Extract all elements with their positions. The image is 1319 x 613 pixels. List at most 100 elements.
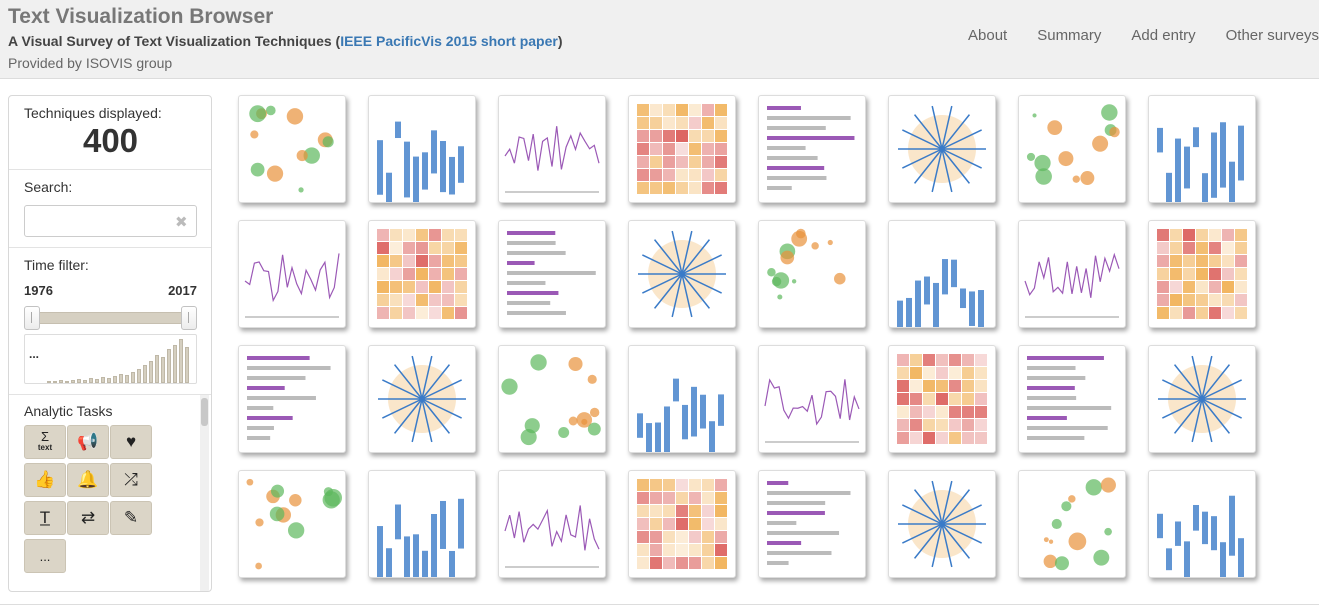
sigma-text-icon: Σ xyxy=(40,429,50,444)
thumbnail-image xyxy=(767,228,846,300)
histogram-bar xyxy=(149,361,153,383)
app-subtitle: A Visual Survey of Text Visualization Te… xyxy=(8,33,563,49)
subtitle-suffix: ) xyxy=(557,33,563,49)
time-filter-section: Time filter: 1976 2017 ... xyxy=(9,248,211,395)
technique-thumbnail[interactable] xyxy=(1148,470,1256,578)
technique-thumbnail[interactable] xyxy=(888,470,996,578)
histogram-bar xyxy=(83,380,87,383)
thumbnail-image xyxy=(1024,252,1120,318)
histogram-bar xyxy=(155,355,159,383)
technique-thumbnail[interactable] xyxy=(498,470,606,578)
app-title: Text Visualization Browser xyxy=(8,5,274,28)
clear-search-icon[interactable]: ✖ xyxy=(175,214,188,231)
technique-thumbnail[interactable] xyxy=(1018,345,1126,453)
technique-thumbnail[interactable] xyxy=(1148,345,1256,453)
thumbnail-image xyxy=(1043,477,1116,571)
technique-thumbnail[interactable] xyxy=(238,220,346,328)
technique-thumbnail[interactable] xyxy=(758,220,866,328)
technique-thumbnail[interactable] xyxy=(758,470,866,578)
task-button-heart[interactable]: ♥ xyxy=(110,425,152,459)
time-range-slider[interactable] xyxy=(24,306,197,330)
histogram-bar xyxy=(65,381,69,383)
thumbs-up-icon: 👍 xyxy=(34,470,56,489)
thumbnail-image xyxy=(1157,122,1244,202)
technique-thumbnail[interactable] xyxy=(1018,95,1126,203)
technique-thumbnail[interactable] xyxy=(238,470,346,578)
histogram-bar xyxy=(137,369,141,383)
thumbnail-image xyxy=(246,478,343,570)
thumbnail-image xyxy=(1158,355,1246,443)
paper-link[interactable]: IEEE PacificVis 2015 short paper xyxy=(340,33,558,49)
technique-thumbnail[interactable] xyxy=(1018,220,1126,328)
search-section: Search: xyxy=(9,170,211,248)
shuffle-icon: ⤮ xyxy=(124,470,138,489)
tasks-scrollbar[interactable] xyxy=(200,395,209,591)
edit-icon: ✎ xyxy=(123,508,139,527)
technique-thumbnail[interactable] xyxy=(628,345,736,453)
slider-track[interactable] xyxy=(26,312,195,324)
technique-thumbnail[interactable] xyxy=(888,220,996,328)
technique-thumbnail[interactable] xyxy=(1018,470,1126,578)
year-max: 2017 xyxy=(168,283,197,298)
technique-thumbnail[interactable] xyxy=(888,345,996,453)
technique-thumbnail[interactable] xyxy=(628,470,736,578)
nav-summary[interactable]: Summary xyxy=(1037,27,1102,44)
slider-handle-min[interactable] xyxy=(24,306,40,330)
technique-thumbnail[interactable] xyxy=(368,220,476,328)
bell-icon: 🔔 xyxy=(77,470,99,489)
task-button-shuffle[interactable]: ⤮ xyxy=(110,463,152,497)
slider-handle-max[interactable] xyxy=(181,306,197,330)
technique-thumbnail[interactable] xyxy=(368,95,476,203)
histogram-bar xyxy=(47,381,51,383)
technique-thumbnail[interactable] xyxy=(1148,220,1256,328)
technique-thumbnail[interactable] xyxy=(758,345,866,453)
nav-about[interactable]: About xyxy=(968,27,1008,44)
technique-thumbnail[interactable] xyxy=(238,95,346,203)
histogram-bar xyxy=(95,379,99,383)
thumbnail-image xyxy=(898,105,986,193)
more-icon: ... xyxy=(39,548,51,564)
task-button-retweet[interactable]: ⇄ xyxy=(67,501,109,535)
thumbnail-image xyxy=(767,106,855,190)
histogram-bar xyxy=(143,365,147,383)
technique-thumbnail[interactable] xyxy=(758,95,866,203)
thumbnail-image xyxy=(638,230,726,318)
retweet-icon: ⇄ xyxy=(80,508,96,527)
technique-thumbnail[interactable] xyxy=(628,95,736,203)
task-button-bell[interactable]: 🔔 xyxy=(67,463,109,497)
histogram-bar xyxy=(77,379,81,383)
task-button-thumbs-up[interactable]: 👍 xyxy=(24,463,66,497)
thumbnail-image xyxy=(1157,229,1247,319)
task-button-more[interactable]: ... xyxy=(24,539,66,573)
technique-thumbnail[interactable] xyxy=(498,95,606,203)
technique-thumbnail[interactable] xyxy=(368,470,476,578)
analytic-tasks-label: Analytic Tasks xyxy=(24,403,113,419)
year-range: 1976 2017 xyxy=(24,283,197,298)
technique-thumbnail[interactable] xyxy=(1148,95,1256,203)
histogram-bar xyxy=(107,378,111,383)
search-input[interactable] xyxy=(24,205,197,237)
nav-add-entry[interactable]: Add entry xyxy=(1131,27,1196,44)
histogram-bar xyxy=(173,345,177,383)
thumbnail-image xyxy=(637,479,727,569)
technique-thumbnail[interactable] xyxy=(498,220,606,328)
technique-thumbnail[interactable] xyxy=(368,345,476,453)
tasks-scroll-thumb[interactable] xyxy=(201,398,208,426)
technique-thumbnail[interactable] xyxy=(238,345,346,453)
year-histogram: ... xyxy=(24,334,197,384)
technique-thumbnail[interactable] xyxy=(498,345,606,453)
task-button-megaphone[interactable]: 📢 xyxy=(67,425,109,459)
technique-thumbnail[interactable] xyxy=(628,220,736,328)
thumbnail-image xyxy=(501,354,601,446)
task-button-text-format[interactable]: T̲ xyxy=(24,501,66,535)
technique-thumbnail[interactable] xyxy=(888,95,996,203)
task-button-edit[interactable]: ✎ xyxy=(110,501,152,535)
nav-other-surveys[interactable]: Other surveys xyxy=(1225,27,1319,44)
filter-sidebar: Techniques displayed: 400 Search: Time f… xyxy=(8,95,212,592)
histogram-bar xyxy=(185,347,189,383)
thumbnail-image xyxy=(244,253,340,318)
histogram-bar xyxy=(131,372,135,383)
thumbnail-image xyxy=(637,378,724,452)
